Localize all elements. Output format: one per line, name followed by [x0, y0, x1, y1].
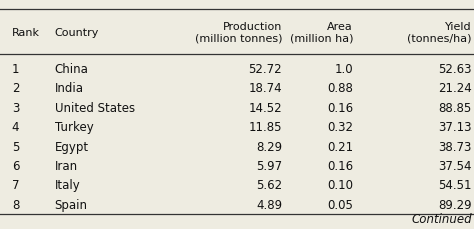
Text: United States: United States — [55, 101, 135, 114]
Text: 4: 4 — [12, 121, 19, 134]
Text: Iran: Iran — [55, 159, 78, 172]
Text: 1: 1 — [12, 63, 19, 76]
Text: Spain: Spain — [55, 198, 88, 211]
Text: 5.62: 5.62 — [256, 179, 282, 192]
Text: 52.72: 52.72 — [248, 63, 282, 76]
Text: 54.51: 54.51 — [438, 179, 472, 192]
Text: Italy: Italy — [55, 179, 80, 192]
Text: 1.0: 1.0 — [335, 63, 353, 76]
Text: Production
(million tonnes): Production (million tonnes) — [194, 22, 282, 43]
Text: 18.74: 18.74 — [248, 82, 282, 95]
Text: 0.16: 0.16 — [327, 101, 353, 114]
Text: 3: 3 — [12, 101, 19, 114]
Text: 7: 7 — [12, 179, 19, 192]
Text: China: China — [55, 63, 88, 76]
Text: 38.73: 38.73 — [438, 140, 472, 153]
Text: 6: 6 — [12, 159, 19, 172]
Text: 0.10: 0.10 — [327, 179, 353, 192]
Text: 5.97: 5.97 — [256, 159, 282, 172]
Text: India: India — [55, 82, 83, 95]
Text: Yield
(tonnes/ha): Yield (tonnes/ha) — [407, 22, 472, 43]
Text: Area
(million ha): Area (million ha) — [290, 22, 353, 43]
Text: 21.24: 21.24 — [438, 82, 472, 95]
Text: 37.54: 37.54 — [438, 159, 472, 172]
Text: 89.29: 89.29 — [438, 198, 472, 211]
Text: 2: 2 — [12, 82, 19, 95]
Text: 5: 5 — [12, 140, 19, 153]
Text: Continued: Continued — [411, 212, 472, 225]
Text: 11.85: 11.85 — [248, 121, 282, 134]
Text: Country: Country — [55, 28, 99, 38]
Text: 4.89: 4.89 — [256, 198, 282, 211]
Text: 88.85: 88.85 — [438, 101, 472, 114]
Text: 0.88: 0.88 — [327, 82, 353, 95]
Text: 8.29: 8.29 — [256, 140, 282, 153]
Text: Turkey: Turkey — [55, 121, 93, 134]
Text: 0.05: 0.05 — [327, 198, 353, 211]
Text: 14.52: 14.52 — [248, 101, 282, 114]
Text: 52.63: 52.63 — [438, 63, 472, 76]
Text: 37.13: 37.13 — [438, 121, 472, 134]
Text: 0.21: 0.21 — [327, 140, 353, 153]
Text: 0.16: 0.16 — [327, 159, 353, 172]
Text: 8: 8 — [12, 198, 19, 211]
Text: Egypt: Egypt — [55, 140, 89, 153]
Text: 0.32: 0.32 — [327, 121, 353, 134]
Text: Rank: Rank — [12, 28, 40, 38]
